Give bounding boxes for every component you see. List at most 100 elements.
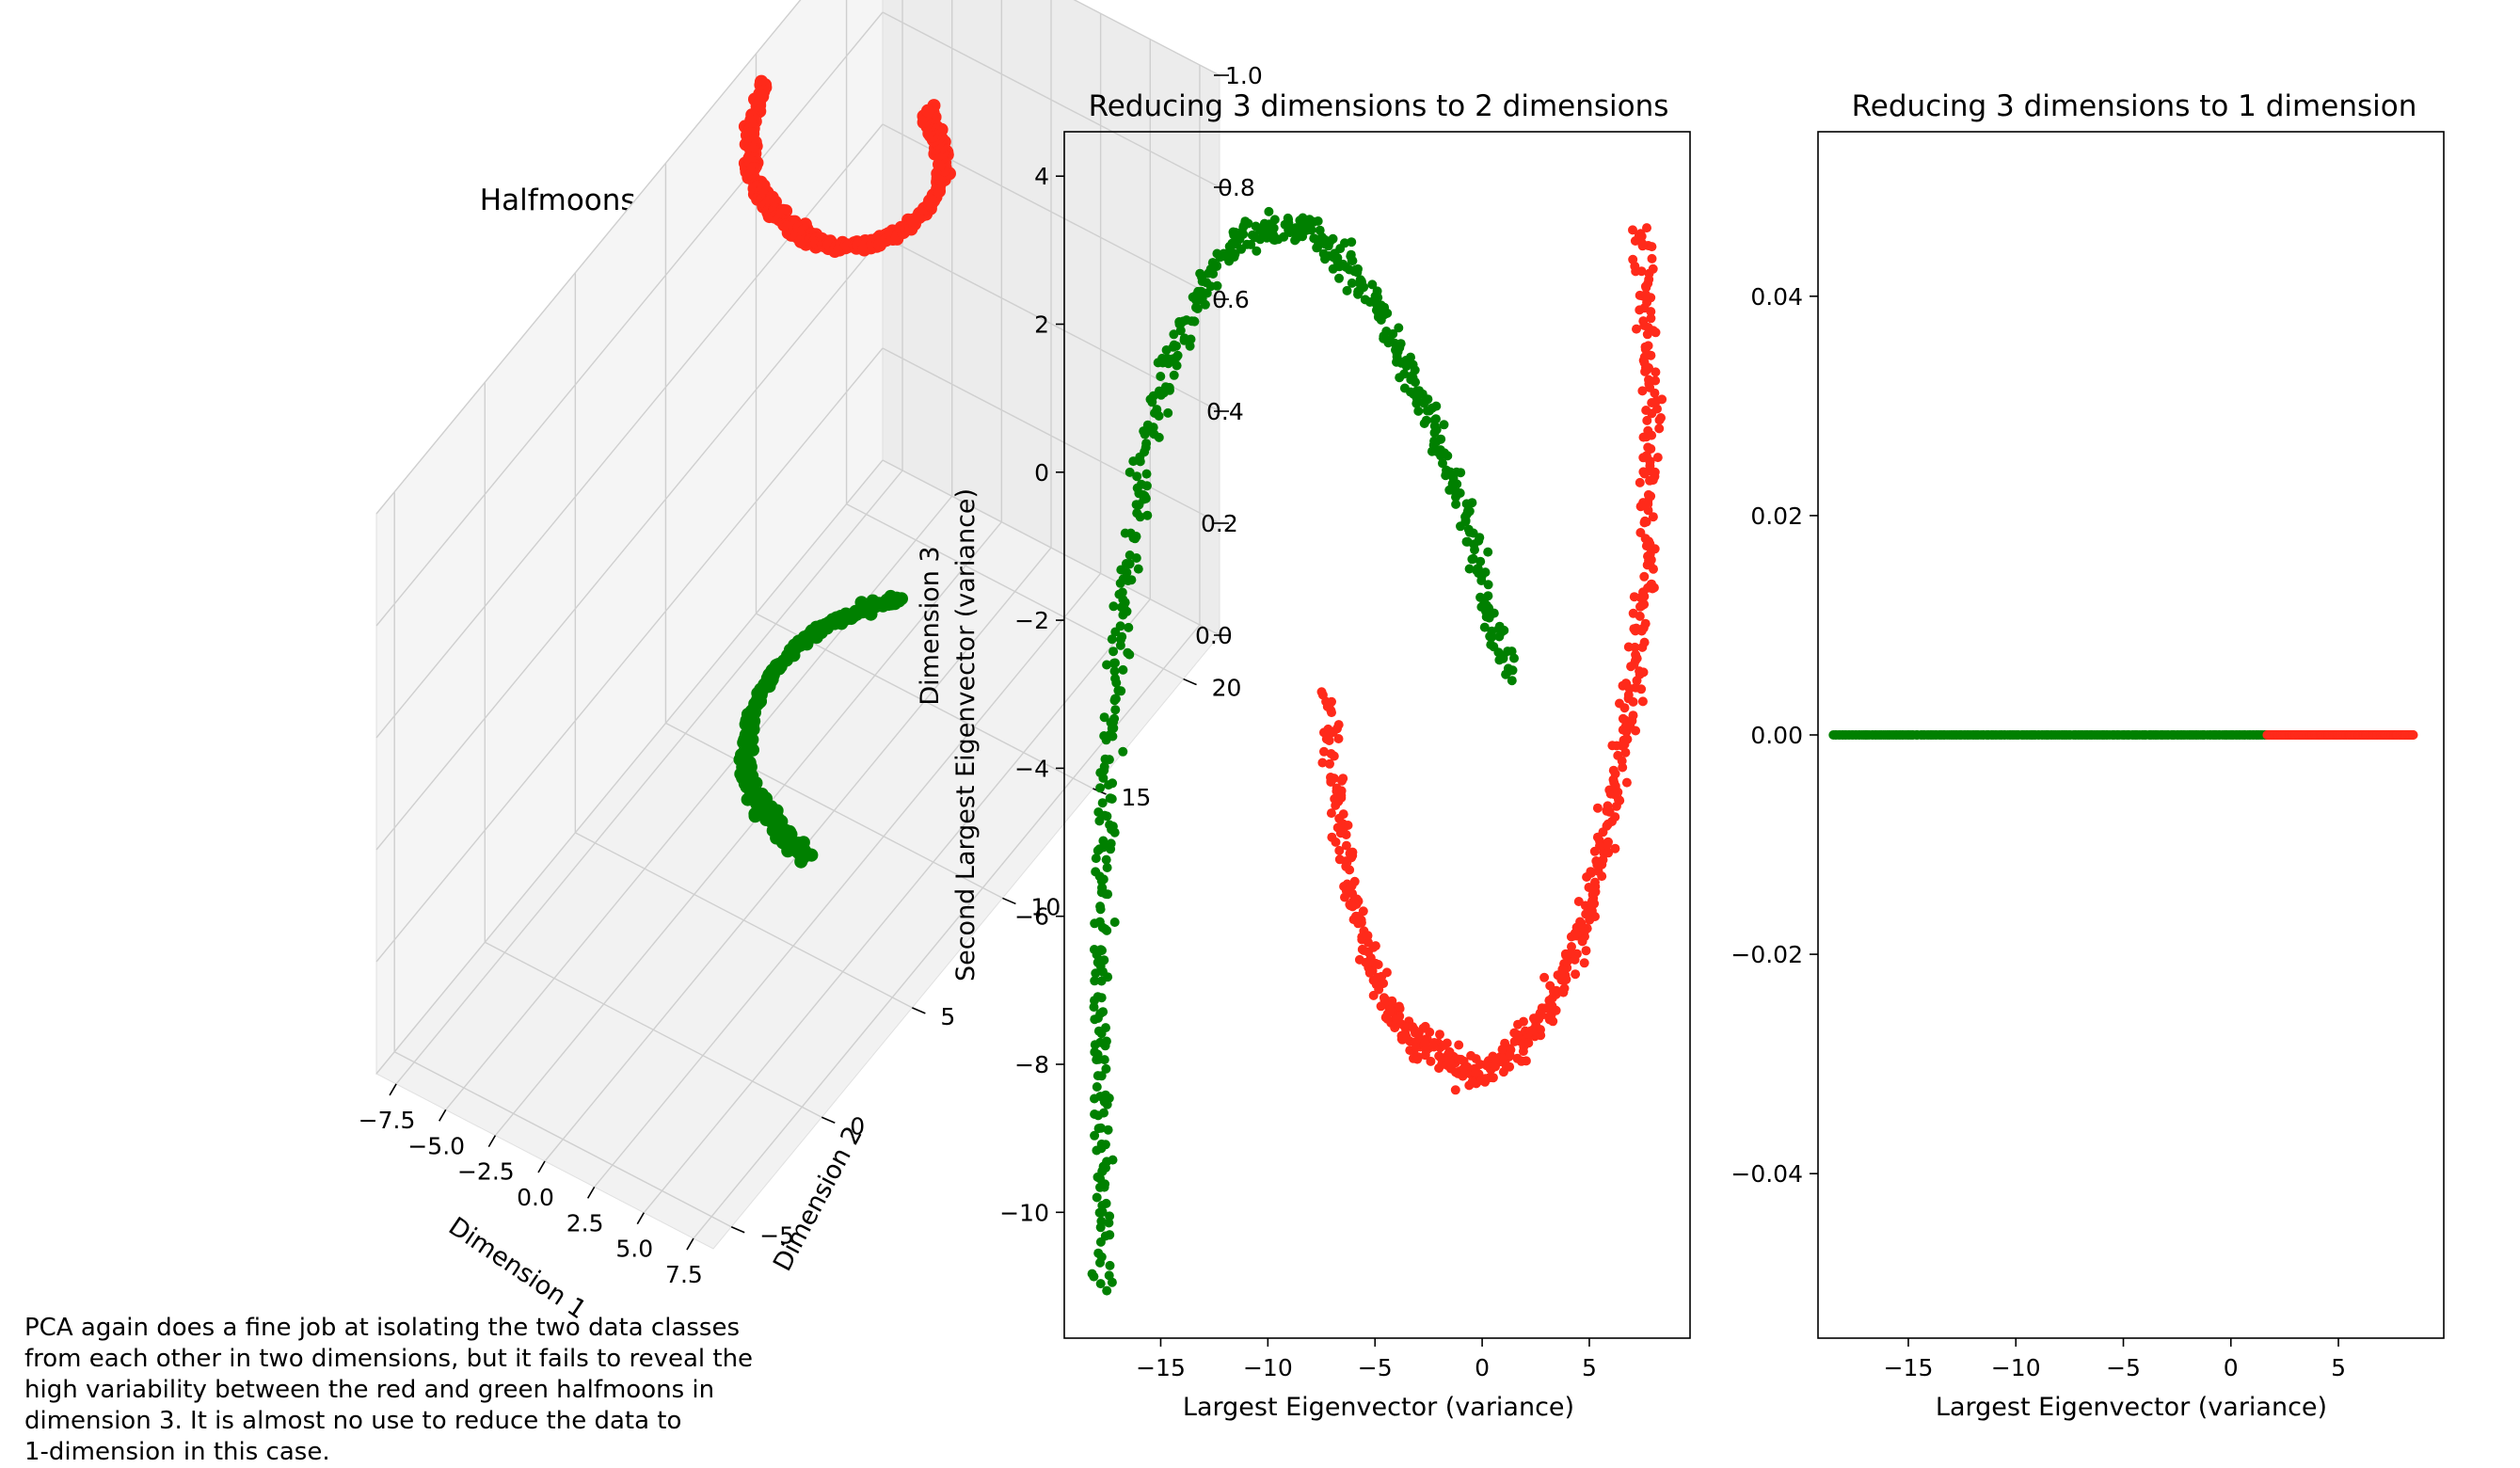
z-gridline xyxy=(375,235,884,851)
scatter-point-green xyxy=(1095,768,1106,778)
y-tick-label: −4 xyxy=(1014,755,1049,782)
scatter-point-green xyxy=(746,742,759,757)
scatter-point-green xyxy=(1101,854,1111,865)
scatter-point-red xyxy=(1519,1016,1528,1027)
scatter-point-red xyxy=(1636,231,1647,242)
scatter-point-green xyxy=(1116,602,1126,613)
scatter-point-green xyxy=(1243,218,1253,229)
scatter-point-red xyxy=(1628,225,1637,235)
scatter-point-green xyxy=(1442,465,1451,475)
z-gridline xyxy=(882,459,1220,636)
scatter-point-red xyxy=(1392,1013,1402,1024)
scatter-point-red xyxy=(1651,327,1661,338)
x-tick-label: 5 xyxy=(1582,1354,1597,1381)
scatter-point-green xyxy=(1107,634,1117,645)
scatter-point-green xyxy=(1109,918,1120,927)
scatter-point-red xyxy=(1635,666,1645,677)
scatter-point-red xyxy=(1317,758,1328,768)
scatter-point-green xyxy=(1497,627,1507,637)
scatter-point-green xyxy=(1179,333,1189,343)
y-tick-label: 20 xyxy=(1212,675,1242,702)
scatter-point-green xyxy=(1095,902,1106,912)
x-tick-label: −5.0 xyxy=(407,1132,465,1159)
scatter-point-red xyxy=(1456,1054,1466,1064)
scatter-point-green xyxy=(1353,287,1364,297)
scatter-point-red xyxy=(1610,769,1620,779)
scatter-point-green xyxy=(1109,713,1120,724)
y-tick xyxy=(912,1007,926,1014)
scatter-point-red xyxy=(1641,282,1651,293)
scatter-point-red xyxy=(1420,1050,1430,1061)
chart-1d-reduction: Reducing 3 dimensions to 1 dimension −15… xyxy=(1731,89,2445,1422)
scatter-point-red xyxy=(1335,828,1346,838)
x-tick xyxy=(537,1160,546,1173)
scatter-point-green xyxy=(1298,231,1308,242)
z-gridline xyxy=(375,11,884,627)
scatter-point-green xyxy=(1118,664,1128,675)
x-tick xyxy=(487,1135,497,1148)
scatter-point-green xyxy=(1284,215,1294,225)
scatter-point-green xyxy=(1123,647,1133,658)
scatter-point-red xyxy=(1334,845,1345,855)
scatter-point-red xyxy=(1337,775,1347,786)
scatter-point-red xyxy=(1630,642,1640,652)
scatter-point-green xyxy=(1092,1082,1102,1092)
scatter-point-green xyxy=(1479,622,1490,632)
scatter-point-green xyxy=(1094,917,1105,927)
scatter-point-red xyxy=(1588,893,1599,903)
scatter-point-green xyxy=(1399,369,1410,379)
scatter-point-red xyxy=(1610,843,1620,854)
scatter-point-green xyxy=(1100,924,1110,934)
scatter-point-green xyxy=(1475,556,1486,566)
scatter-point-red xyxy=(1644,378,1654,389)
scatter-point-green xyxy=(1111,678,1122,688)
scatter-point-green xyxy=(1122,567,1132,578)
scatter-point-green xyxy=(1463,505,1473,516)
chart-1d-xlabel: Largest Eigenvector (variance) xyxy=(1936,1393,2327,1422)
scatter-point-red xyxy=(1409,1053,1418,1063)
scatter-point-red xyxy=(1567,942,1576,951)
scatter-point-red xyxy=(1657,394,1667,405)
scatter-point-red xyxy=(1470,1068,1480,1078)
x-gridline xyxy=(643,598,1151,1214)
scatter-point-green xyxy=(1146,425,1156,436)
x-tick xyxy=(439,1109,447,1122)
scatter-point-red xyxy=(1331,837,1341,847)
x-tick-label: −5 xyxy=(2106,1354,2141,1381)
scatter-point-green xyxy=(1108,601,1119,612)
scatter-point-green xyxy=(1215,252,1225,263)
y-tick-label: 0 xyxy=(1034,459,1049,487)
scatter-point-red xyxy=(1647,430,1657,440)
scatter-point-green xyxy=(1455,488,1465,498)
scatter-point-green xyxy=(1498,653,1508,663)
chart-3d-ticks: −7.5−5.0−2.50.02.55.07.5−5051015200.00.2… xyxy=(359,62,1263,1288)
scatter-point-green xyxy=(1440,449,1449,459)
x-tick xyxy=(389,1083,397,1096)
scatter-point-green xyxy=(1185,341,1195,351)
scatter-point-green xyxy=(1108,822,1118,832)
scatter-point-green xyxy=(1097,1166,1108,1176)
scatter-point-green xyxy=(1306,225,1316,235)
scatter-point-green xyxy=(1090,1014,1100,1025)
scatter-point-red xyxy=(1328,726,1338,737)
scatter-point-green xyxy=(1133,564,1143,574)
scatter-point-red xyxy=(1641,517,1651,527)
scatter-point-green xyxy=(1269,215,1280,225)
scatter-point-green xyxy=(1107,1277,1117,1287)
x-gridline xyxy=(395,470,903,1085)
scatter-point-green xyxy=(1392,352,1402,361)
scatter-point-green xyxy=(1156,372,1166,381)
scatter-point-red xyxy=(1557,965,1568,975)
scatter-point-green xyxy=(1382,308,1393,318)
x-tick-label: −10 xyxy=(1991,1354,2041,1381)
scatter-point-red xyxy=(1647,253,1657,263)
x-gridline xyxy=(494,521,1002,1137)
scatter-point-red xyxy=(1637,386,1648,396)
scatter-point-red xyxy=(1509,1028,1520,1038)
scatter-point-red xyxy=(1425,1027,1435,1037)
scatter-point-red xyxy=(1644,555,1654,566)
scatter-point-red xyxy=(1467,1077,1477,1087)
scatter-point-green xyxy=(1475,533,1485,543)
scatter-point-green xyxy=(1168,342,1178,352)
